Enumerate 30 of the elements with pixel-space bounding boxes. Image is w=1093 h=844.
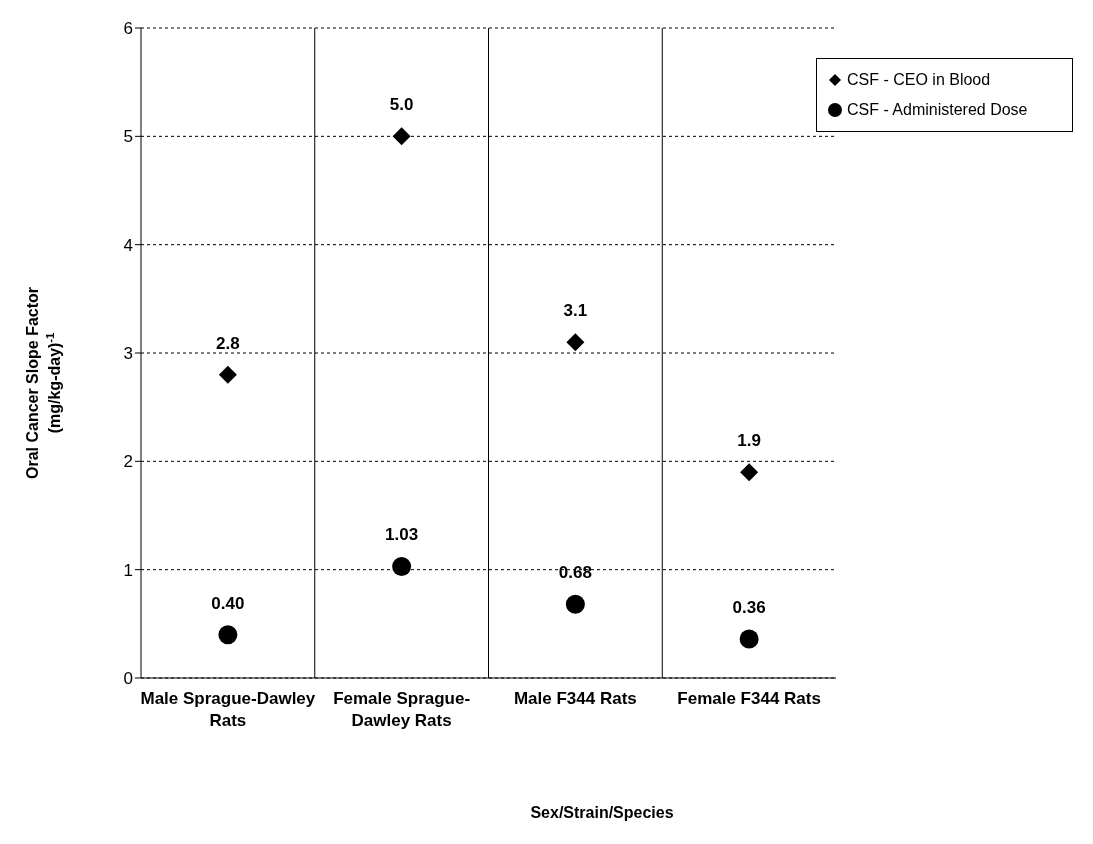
point <box>218 365 237 384</box>
y-tick-label: 1 <box>123 560 133 580</box>
data-label: 2.8 <box>216 333 240 353</box>
legend-label: CSF - CEO in Blood <box>847 70 991 90</box>
x-tick-label: Female F344 Rats <box>677 689 821 708</box>
point <box>392 127 411 146</box>
data-label: 5.0 <box>389 95 414 115</box>
data-label: 0.68 <box>558 563 592 583</box>
x-tick-label: Male Sprague-Dawley Rats <box>140 689 316 730</box>
point <box>566 333 585 352</box>
y-tick-label: 6 <box>123 19 133 39</box>
point <box>565 594 585 614</box>
y-tick-label: 5 <box>123 127 133 147</box>
data-label: 1.9 <box>737 431 761 451</box>
data-label: 3.1 <box>563 301 588 321</box>
x-axis-title: Sex/Strain/Species <box>530 804 674 821</box>
data-label: 0.40 <box>211 593 245 613</box>
point <box>739 629 759 649</box>
x-tick-label: Female Sprague-Dawley Rats <box>333 689 471 730</box>
point <box>218 625 238 645</box>
y-tick-label: 2 <box>123 452 133 472</box>
y-tick-label: 0 <box>123 669 133 689</box>
x-tick-label: Male F344 Rats <box>513 689 637 708</box>
data-label: 0.36 <box>732 598 766 617</box>
legend-label: CSF - Administered Dose <box>847 100 1028 120</box>
point <box>740 463 759 482</box>
y-tick-label: 3 <box>123 344 133 364</box>
y-tick-label: 4 <box>123 235 133 255</box>
data-label: 1.03 <box>385 525 419 545</box>
point <box>392 556 412 576</box>
